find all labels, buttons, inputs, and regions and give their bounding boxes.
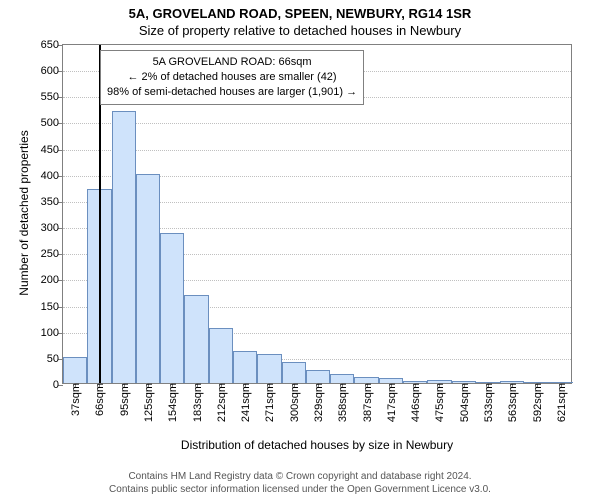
property-size-chart: 5A, GROVELAND ROAD, SPEEN, NEWBURY, RG14… [0, 0, 600, 500]
footer-line-2: Contains public sector information licen… [0, 483, 600, 496]
x-tick-label: 154sqm [165, 383, 179, 422]
x-tick-label: 533sqm [481, 383, 495, 422]
y-tick-label: 600 [41, 65, 63, 77]
y-tick-label: 0 [53, 379, 63, 391]
footer-line-1: Contains HM Land Registry data © Crown c… [0, 470, 600, 483]
grid-line [63, 150, 571, 151]
histogram-bar [282, 362, 306, 383]
histogram-bar [257, 354, 281, 383]
x-tick-label: 271sqm [262, 383, 276, 422]
x-tick-label: 37sqm [68, 383, 82, 416]
y-tick-label: 650 [41, 39, 63, 51]
grid-line [63, 123, 571, 124]
histogram-bar [306, 370, 330, 383]
histogram-bar [112, 111, 136, 383]
x-tick-label: 66sqm [92, 383, 106, 416]
x-tick-label: 475sqm [432, 383, 446, 422]
histogram-bar [136, 174, 160, 383]
x-tick-label: 387sqm [360, 383, 374, 422]
x-tick-label: 446sqm [408, 383, 422, 422]
x-tick-label: 621sqm [554, 383, 568, 422]
y-tick-label: 450 [41, 144, 63, 156]
y-tick-label: 50 [47, 353, 63, 365]
x-tick-label: 183sqm [190, 383, 204, 422]
histogram-bar [160, 233, 184, 383]
x-tick-label: 563sqm [505, 383, 519, 422]
y-tick-label: 300 [41, 222, 63, 234]
y-tick-label: 150 [41, 301, 63, 313]
y-tick-label: 200 [41, 274, 63, 286]
x-tick-label: 329sqm [311, 383, 325, 422]
x-tick-label: 241sqm [238, 383, 252, 422]
y-tick-label: 100 [41, 327, 63, 339]
x-tick-label: 358sqm [335, 383, 349, 422]
y-tick-label: 250 [41, 248, 63, 260]
annotation-line: 98% of semi-detached houses are larger (… [107, 85, 357, 100]
annotation-line: 5A GROVELAND ROAD: 66sqm [107, 55, 357, 70]
histogram-bar [209, 328, 233, 383]
x-tick-label: 300sqm [287, 383, 301, 422]
x-tick-label: 417sqm [384, 383, 398, 422]
annotation-line: ← 2% of detached houses are smaller (42) [107, 70, 357, 85]
x-tick-label: 592sqm [530, 383, 544, 422]
y-tick-label: 500 [41, 117, 63, 129]
histogram-bar [330, 374, 354, 383]
chart-title-main: 5A, GROVELAND ROAD, SPEEN, NEWBURY, RG14… [0, 0, 600, 21]
x-tick-label: 125sqm [141, 383, 155, 422]
histogram-bar [233, 351, 257, 383]
y-tick-label: 400 [41, 170, 63, 182]
chart-title-sub: Size of property relative to detached ho… [0, 21, 600, 38]
y-axis-title: Number of detached properties [17, 123, 31, 303]
x-axis-title: Distribution of detached houses by size … [62, 438, 572, 452]
x-tick-label: 95sqm [117, 383, 131, 416]
chart-footer: Contains HM Land Registry data © Crown c… [0, 470, 600, 496]
histogram-bar [184, 295, 208, 383]
histogram-bar [63, 357, 87, 383]
x-tick-label: 504sqm [457, 383, 471, 422]
y-tick-label: 350 [41, 196, 63, 208]
x-tick-label: 212sqm [214, 383, 228, 422]
y-tick-label: 550 [41, 91, 63, 103]
annotation-box: 5A GROVELAND ROAD: 66sqm← 2% of detached… [100, 50, 364, 105]
